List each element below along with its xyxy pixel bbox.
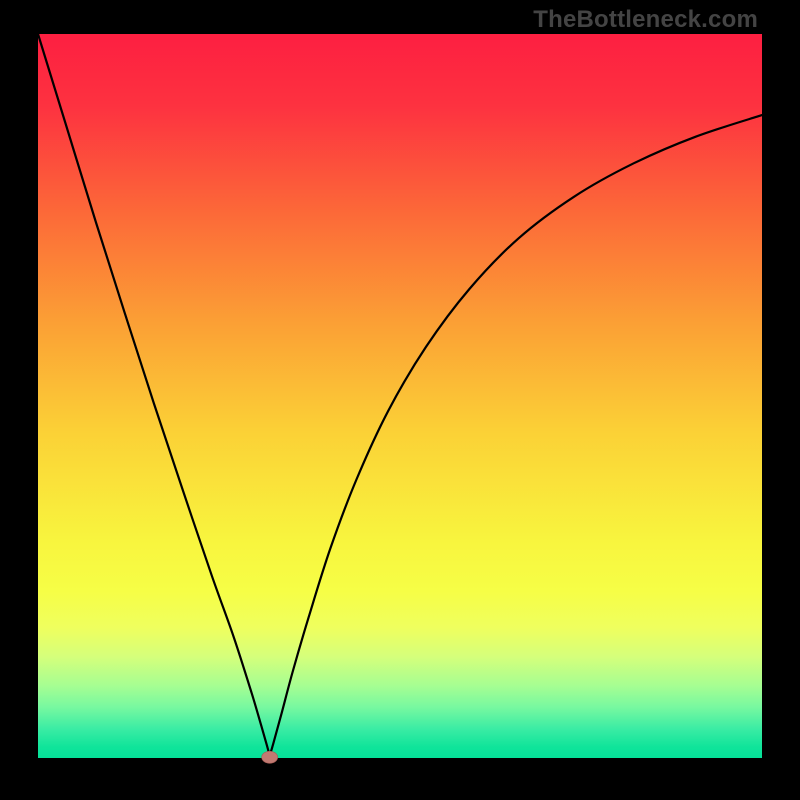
vertex-marker bbox=[262, 751, 278, 763]
figure-frame: TheBottleneck.com bbox=[0, 0, 800, 800]
watermark-text: TheBottleneck.com bbox=[533, 6, 758, 34]
plot-background bbox=[38, 34, 762, 758]
chart-svg bbox=[0, 0, 800, 800]
